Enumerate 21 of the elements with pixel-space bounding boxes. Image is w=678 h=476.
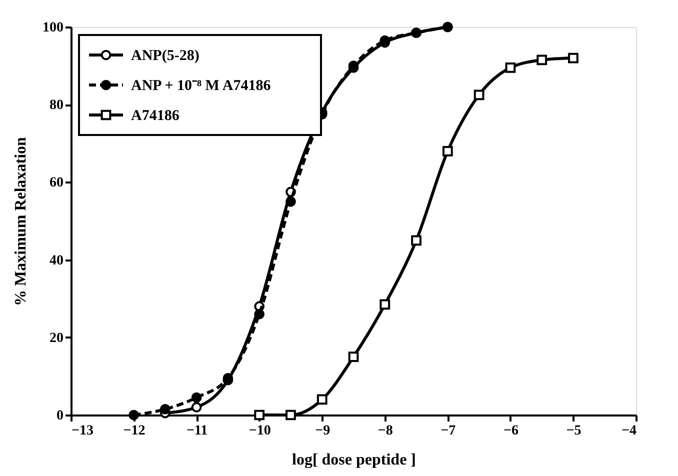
x-tick-label: −13 <box>72 424 94 438</box>
y-tick-label: 60 <box>50 176 64 191</box>
y-tick-label: 0 <box>56 408 64 424</box>
x-tick-label: −8 <box>378 424 393 438</box>
legend-label: ANP(5-28) <box>131 48 200 64</box>
x-tick-label: −9 <box>315 424 330 438</box>
x-axis-title: log[ dose peptide ] <box>292 452 416 468</box>
x-tick-label: −6 <box>503 424 518 438</box>
y-tick-label: 20 <box>50 330 64 346</box>
y-tick-label: 80 <box>50 98 64 114</box>
legend-label: A74186 <box>131 108 180 124</box>
y-axis-title: % Maximum Relaxation <box>12 136 30 306</box>
x-tick-label: −5 <box>566 424 582 438</box>
y-tick-label: 100 <box>42 20 64 36</box>
x-tick-label: −4 <box>622 424 636 438</box>
x-tick-label: −7 <box>440 424 456 438</box>
y-tick-label: 40 <box>50 253 64 268</box>
legend-label: ANP + 10⁻⁸ M A74186 <box>131 78 272 94</box>
x-tick-label: −12 <box>123 424 146 438</box>
x-tick-label: −10 <box>248 424 271 438</box>
x-tick-label: −11 <box>186 424 208 438</box>
